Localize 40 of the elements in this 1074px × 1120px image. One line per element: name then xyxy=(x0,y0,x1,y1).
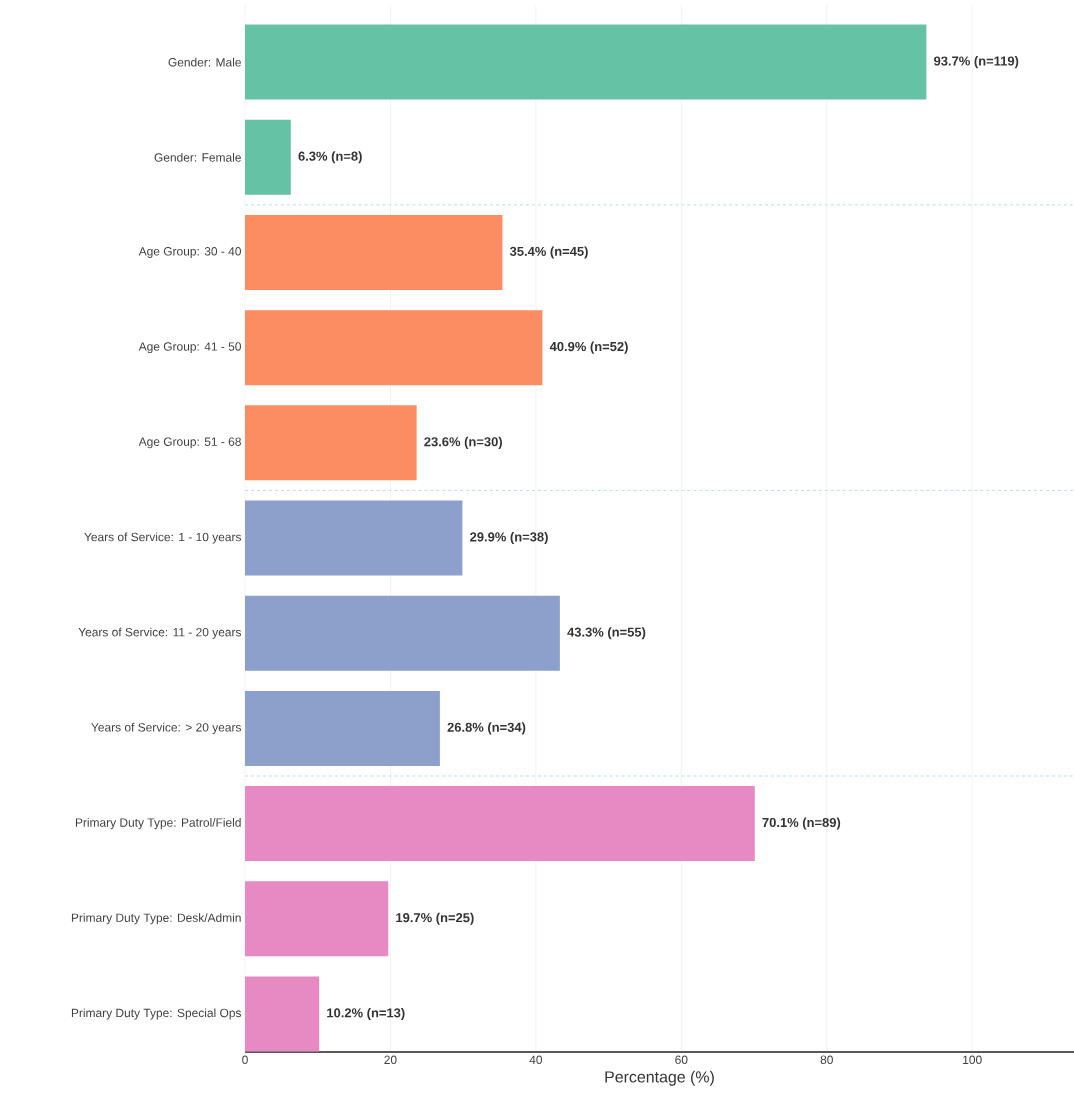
bar xyxy=(245,500,463,576)
data-label: 10.2% (n=13) xyxy=(327,1007,405,1020)
data-label: 26.8% (n=34) xyxy=(447,722,526,735)
y-tick-label: Years of Service: 11 - 20 years xyxy=(78,627,242,639)
data-label: 29.9% (n=38) xyxy=(470,531,548,545)
data-label: 43.3% (n=55) xyxy=(567,627,646,640)
x-tick-label: 60 xyxy=(675,1055,688,1064)
x-tick-label: 20 xyxy=(384,1055,397,1064)
data-label: 35.4% (n=45) xyxy=(509,246,588,259)
y-tick-label: Primary Duty Type: Patrol/Field xyxy=(75,818,241,830)
bar xyxy=(245,976,320,1052)
y-tick-label: Primary Duty Type: Desk/Admin xyxy=(71,913,241,925)
bar xyxy=(245,24,927,100)
y-tick-label: Primary Duty Type: Special Ops xyxy=(71,1008,242,1020)
bar xyxy=(245,786,755,862)
bar xyxy=(245,881,389,957)
x-tick-label: 100 xyxy=(963,1055,982,1064)
y-tick-label: Gender: Male xyxy=(168,57,241,67)
x-axis-title: Percentage (%) xyxy=(605,1070,714,1086)
data-label: 19.7% (n=25) xyxy=(396,912,474,925)
y-tick-label: Years of Service: 1 - 10 years xyxy=(84,532,242,544)
bar xyxy=(245,405,417,481)
data-label: 70.1% (n=89) xyxy=(762,817,841,830)
x-tick-label: 0 xyxy=(242,1055,248,1064)
data-label: 40.9% (n=52) xyxy=(549,341,628,354)
data-label: 6.3% (n=8) xyxy=(298,151,362,164)
y-tick-label: Years of Service: > 20 years xyxy=(91,722,242,734)
y-tick-label: Age Group: 30 - 40 xyxy=(138,247,241,258)
y-tick-label: Age Group: 51 - 68 xyxy=(138,437,241,449)
y-tick-label: Gender: Female xyxy=(154,152,241,162)
data-label: 23.6% (n=30) xyxy=(424,436,502,449)
data-label: 93.7% (n=119) xyxy=(934,56,1019,69)
bar xyxy=(245,690,440,766)
x-tick-label: 40 xyxy=(529,1055,543,1064)
y-tick-label: Age Group: 41 - 50 xyxy=(138,342,241,354)
bar xyxy=(245,310,543,386)
bar xyxy=(245,119,291,195)
bar xyxy=(245,595,560,671)
x-tick-label: 80 xyxy=(820,1055,833,1064)
bar xyxy=(245,214,503,290)
